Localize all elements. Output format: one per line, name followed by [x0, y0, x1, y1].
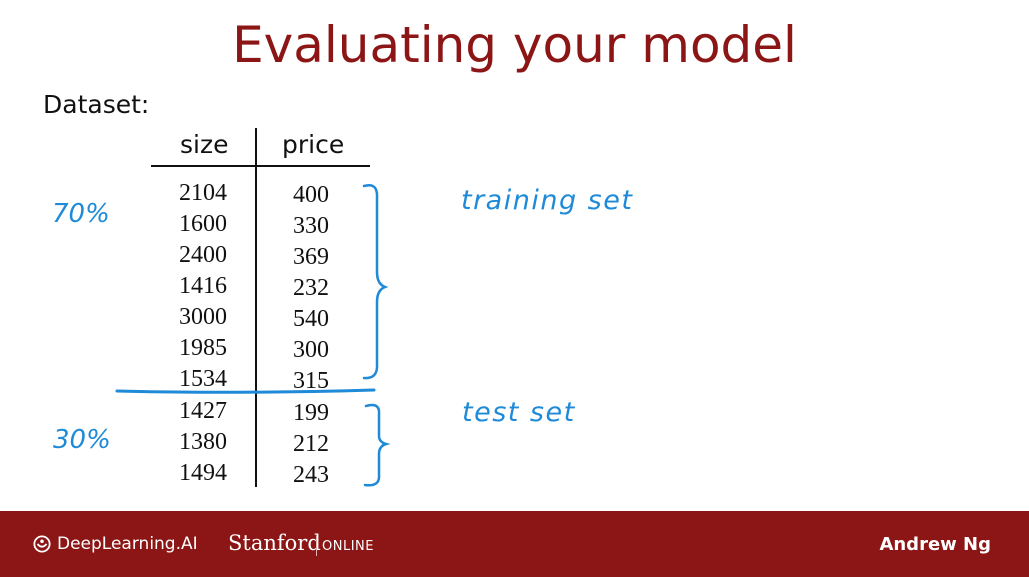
test-brace: [363, 403, 391, 487]
table-header-size: size: [180, 130, 229, 159]
table-cell-price: 212: [293, 431, 329, 457]
table-cell-price: 315: [293, 368, 329, 394]
table-cell-price: 199: [293, 400, 329, 426]
training-brace: [362, 184, 389, 380]
table-cell-size: 2104: [179, 180, 227, 206]
partner-separator: [316, 536, 317, 556]
table-cell-price: 300: [293, 337, 329, 363]
footer-bar: DeepLearning.AI Stanford ONLINE Andrew N…: [0, 511, 1029, 577]
table-cell-size: 2400: [179, 242, 227, 268]
author-name: Andrew Ng: [879, 534, 991, 555]
partner-suffix: ONLINE: [322, 539, 374, 554]
table-cell-price: 540: [293, 306, 329, 332]
test-percent-note: 30%: [53, 425, 111, 455]
table-cell-size: 3000: [179, 304, 227, 330]
table-cell-price: 243: [293, 462, 329, 488]
table-cell-size: 1380: [179, 429, 227, 455]
table-header-price: price: [282, 130, 345, 159]
table-cell-price: 232: [293, 275, 329, 301]
table-cell-size: 1427: [179, 398, 227, 424]
table-cell-size: 1600: [179, 211, 227, 237]
train-percent-note: 70%: [52, 199, 110, 229]
partner-name: Stanford: [228, 531, 321, 555]
table-cell-size: 1534: [179, 366, 227, 392]
table-cell-price: 330: [293, 213, 329, 239]
dataset-label: Dataset:: [43, 90, 150, 119]
table-cell-price: 369: [293, 244, 329, 270]
slide-title: Evaluating your model: [232, 16, 797, 74]
deeplearning-logo: DeepLearning.AI: [33, 534, 198, 554]
table-cell-size: 1985: [179, 335, 227, 361]
slide: Evaluating your model Dataset: size pric…: [43, 16, 797, 488]
table-cell-price: 400: [293, 182, 329, 208]
table-cell-size: 1494: [179, 460, 227, 486]
deeplearning-icon: [33, 535, 51, 553]
brand-name: DeepLearning.AI: [57, 534, 198, 554]
split-line: [115, 388, 376, 394]
table-lines: [115, 128, 391, 487]
test-set-note: test set: [462, 397, 576, 428]
training-set-note: training set: [461, 185, 634, 216]
table-cell-size: 1416: [179, 273, 227, 299]
